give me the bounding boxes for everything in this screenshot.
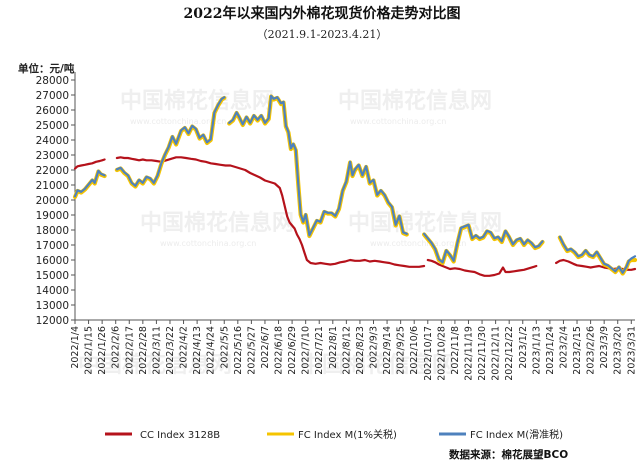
watermark-text: 中国棉花信息网 <box>338 88 492 114</box>
y-tick-label: 19000 <box>36 210 69 222</box>
watermark-text: 中国棉花信息网 <box>78 352 232 378</box>
x-tick-label: 2022/11/30 <box>477 326 488 381</box>
x-tick-label: 2022/2/28 <box>138 326 149 375</box>
watermark-url: www.cottonchina.org.cn <box>370 239 466 248</box>
x-tick-label: 2022/6/18 <box>274 326 285 375</box>
x-tick-label: 2022/6/7 <box>260 326 271 369</box>
x-tick-label: 2022/12/22 <box>504 326 515 381</box>
legend-label: CC Index 3128B <box>140 430 220 441</box>
watermark-text: 中国棉花信息网 <box>140 210 294 236</box>
x-tick-label: 2022/1/26 <box>97 326 108 375</box>
x-tick-label: 2023/3/9 <box>599 326 610 369</box>
watermark-group: 中国棉花信息网 中国棉花信息网 中国棉花信息网 中国棉花信息网 中国棉花信息网 … <box>78 88 502 378</box>
y-tick-label: 12000 <box>36 315 69 327</box>
y-tick-label: 25000 <box>36 120 69 132</box>
series-line-fc-index-sliding <box>228 94 408 237</box>
x-tick-label: 2022/8/12 <box>341 326 352 375</box>
y-tick-label: 15000 <box>36 270 69 282</box>
x-axis: 2022/1/4 2022/1/15 2022/1/26 2022/2/6 2022/2… <box>70 319 637 381</box>
x-tick-label: 2022/9/14 <box>382 326 393 375</box>
series-line-fc-index-sliding <box>73 169 106 198</box>
y-axis: 12000 13000 14000 15000 16000 17000 18000 19000… <box>36 72 76 327</box>
x-tick-label: 2022/9/25 <box>396 326 407 375</box>
series-group <box>72 94 638 277</box>
x-tick-label: 2023/3/31 <box>626 326 637 375</box>
legend-label: FC Index M(1%关税) <box>298 428 397 441</box>
x-tick-label: 2022/6/29 <box>287 326 298 375</box>
series-line-fc-index-sliding <box>115 96 226 187</box>
x-tick-label: 2022/2/17 <box>124 326 135 375</box>
x-tick-label: 2022/4/13 <box>192 326 203 375</box>
watermark-text: 中国棉花信息网 <box>300 352 454 378</box>
series-line-fc-index-sliding <box>558 235 637 274</box>
chart-subtitle: （2021.9.1-2023.4.21） <box>257 28 388 41</box>
x-tick-label: 2023/3/20 <box>613 326 624 375</box>
x-tick-label: 2023/1/24 <box>545 326 556 375</box>
x-tick-label: 2022/2/6 <box>111 326 122 369</box>
x-tick-label: 2022/3/11 <box>151 326 162 375</box>
x-tick-label: 2023/2/26 <box>586 326 597 375</box>
legend-label: FC Index M(滑准税) <box>470 428 563 441</box>
y-tick-label: 13000 <box>36 300 69 312</box>
y-tick-label: 23000 <box>36 150 69 162</box>
watermark-url: www.cottonchina.org.cn <box>160 239 256 248</box>
data-source: 数据来源：棉花展望BCO <box>448 448 568 461</box>
y-tick-label: 16000 <box>36 255 69 267</box>
watermark-url: www.cottonchina.org.cn <box>350 117 446 126</box>
y-tick-label: 26000 <box>36 105 69 117</box>
y-tick-label: 24000 <box>36 135 69 147</box>
legend: CC Index 3128B FC Index M(1%关税) FC Index… <box>105 428 563 441</box>
x-tick-label: 2023/1/2 <box>518 326 529 369</box>
chart-title: 2022年以来国内外棉花现货价格走势对比图 <box>184 5 461 22</box>
watermark-text: 中国棉花信息网 <box>348 210 502 236</box>
y-tick-label: 21000 <box>36 180 69 192</box>
series-line-cc-index <box>426 258 538 277</box>
x-tick-label: 2022/5/27 <box>246 326 257 375</box>
legend-item-fc-index-sliding: FC Index M(滑准税) <box>439 428 563 441</box>
x-tick-label: 2022/12/11 <box>491 326 502 381</box>
x-tick-label: 2022/5/16 <box>233 326 244 375</box>
y-tick-label: 27000 <box>36 90 69 102</box>
y-tick-label: 20000 <box>36 195 69 207</box>
y-unit-label: 单位：元/吨 <box>18 62 75 75</box>
x-tick-label: 2022/8/23 <box>355 326 366 375</box>
series-line-cc-index <box>73 158 106 170</box>
x-tick-label: 2022/5/5 <box>219 326 230 369</box>
x-tick-label: 2022/10/17 <box>423 326 434 381</box>
legend-item-fc-index-1pct: FC Index M(1%关税) <box>267 428 397 441</box>
x-tick-label: 2022/10/28 <box>436 326 447 381</box>
y-tick-label: 18000 <box>36 225 69 237</box>
x-tick-label: 2023/1/13 <box>531 326 542 375</box>
series-line-cc-index <box>555 258 637 271</box>
x-tick-label: 2022/4/24 <box>206 326 217 375</box>
x-tick-label: 2022/7/10 <box>301 326 312 375</box>
x-tick-label: 2022/1/15 <box>84 326 95 375</box>
x-tick-label: 2022/7/21 <box>314 326 325 375</box>
y-tick-label: 17000 <box>36 240 69 252</box>
x-tick-label: 2022/1/4 <box>70 326 81 369</box>
series-line-fc-index-1pct <box>557 235 638 276</box>
x-tick-label: 2022/11/8 <box>450 326 461 375</box>
x-tick-label: 2022/9/3 <box>369 326 380 369</box>
x-tick-label: 2022/11/19 <box>463 326 474 381</box>
x-tick-label: 2022/3/22 <box>165 326 176 375</box>
watermark-url: www.cottonchina.org.cn <box>130 117 226 126</box>
y-tick-label: 22000 <box>36 165 69 177</box>
x-tick-label: 2023/2/15 <box>572 326 583 375</box>
series-line-fc-index-sliding <box>423 223 544 264</box>
legend-item-cc-index: CC Index 3128B <box>105 430 220 441</box>
y-tick-label: 14000 <box>36 285 69 297</box>
x-tick-label: 2022/8/1 <box>328 326 339 369</box>
x-tick-label: 2022/10/6 <box>409 326 420 375</box>
watermark-text: 中国棉花信息网 <box>120 88 274 114</box>
x-tick-label: 2023/2/4 <box>558 326 569 369</box>
x-tick-label: 2022/4/2 <box>179 326 190 369</box>
y-tick-label: 28000 <box>36 75 69 87</box>
